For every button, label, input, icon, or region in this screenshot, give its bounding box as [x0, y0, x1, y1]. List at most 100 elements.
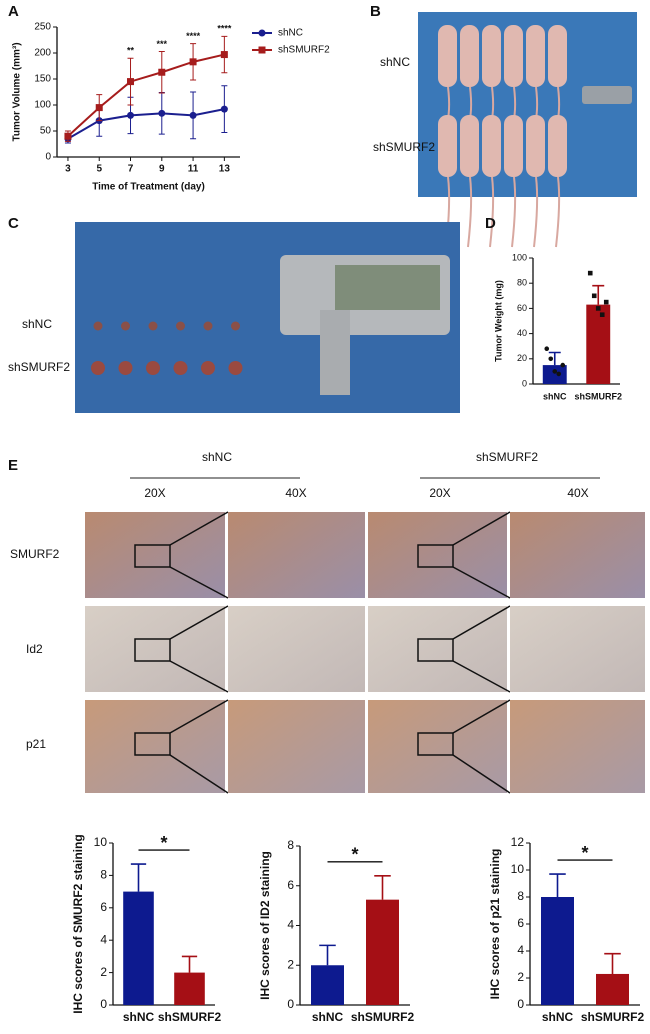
tail	[467, 176, 473, 248]
error-bar	[130, 863, 147, 892]
tumor	[118, 361, 133, 375]
zoom-box	[134, 638, 171, 662]
zoom-box	[417, 544, 454, 568]
significance: **	[127, 46, 135, 56]
ihc-images	[85, 511, 645, 794]
bar	[174, 972, 205, 1005]
point	[220, 105, 228, 113]
x-tick-label: 13	[219, 164, 231, 175]
y-tick-label: 250	[34, 22, 51, 33]
point	[64, 132, 72, 140]
zoom-line	[452, 660, 511, 693]
error-bar	[374, 875, 391, 900]
y-tick-label: 4	[287, 918, 294, 932]
y-tick-label: 10	[94, 835, 108, 849]
tumors	[91, 321, 243, 375]
panel-letter: A	[8, 3, 19, 20]
ihc-image	[510, 700, 645, 793]
y-tick-label: 200	[34, 48, 51, 59]
zoom-line	[169, 605, 229, 640]
group-label: shSMURF2	[476, 450, 538, 464]
panel-letter: C	[8, 215, 19, 232]
y-tick-label: 8	[287, 838, 294, 852]
data-point	[603, 299, 609, 305]
group-label: shSMURF2	[8, 360, 70, 374]
error-bar	[604, 952, 621, 974]
point	[95, 104, 103, 112]
zoom-line	[452, 566, 511, 599]
magnification: 40X	[567, 486, 588, 500]
point	[127, 78, 135, 86]
error-bar	[181, 955, 198, 973]
mouse	[438, 25, 457, 87]
tumor	[146, 361, 160, 375]
data-point	[599, 312, 605, 317]
legend-marker	[258, 46, 266, 54]
y-tick-label: 2	[517, 970, 524, 984]
error-bar	[319, 944, 336, 966]
panel-letter: B	[370, 3, 381, 20]
bar	[123, 891, 154, 1005]
mouse	[438, 115, 457, 177]
panel-letter: E	[8, 457, 18, 474]
mouse	[482, 115, 501, 177]
y-tick-label: 8	[100, 868, 107, 882]
ihc-image	[228, 512, 365, 598]
caliper	[582, 86, 632, 104]
x-tick-label: 7	[128, 164, 134, 175]
x-tick-label: shSMURF2	[574, 391, 622, 401]
y-tick-label: 0	[287, 997, 294, 1011]
mice	[438, 25, 567, 248]
y-tick-label: 6	[100, 900, 107, 914]
y-tick-label: 2	[100, 965, 107, 979]
data-point	[544, 346, 550, 352]
x-tick-label: 11	[188, 164, 199, 175]
y-axis-label: Tumor Volume (mm³)	[12, 42, 23, 141]
tumor	[93, 321, 103, 331]
series-line	[67, 53, 225, 137]
group-label: shNC	[380, 55, 410, 69]
data-point	[587, 270, 593, 276]
zoom-line	[169, 566, 229, 599]
row-label: Id2	[26, 642, 43, 656]
y-tick-label: 4	[517, 943, 524, 957]
y-tick-label: 4	[100, 932, 107, 946]
y-tick-label: 12	[511, 835, 525, 849]
tumor	[176, 321, 185, 331]
panel-letter: D	[485, 215, 496, 232]
magnification: 20X	[429, 486, 450, 500]
tumor	[231, 321, 240, 331]
x-tick-label: shNC	[543, 391, 567, 401]
zoom-line	[452, 699, 511, 734]
row-label: p21	[26, 737, 46, 751]
mouse	[548, 115, 567, 177]
y-tick-label: 6	[517, 916, 524, 930]
tail	[489, 176, 495, 248]
y-axis-label: IHC scores of SMURF2 staining	[71, 834, 85, 1013]
y-tick-label: 0	[100, 997, 107, 1011]
y-tick-label: 80	[517, 278, 527, 288]
tail	[533, 176, 539, 248]
magnification: 40X	[285, 486, 306, 500]
ihc-image	[228, 606, 365, 692]
significance: *	[160, 833, 167, 853]
data-point	[548, 356, 554, 362]
point	[127, 111, 135, 119]
y-tick-label: 0	[522, 378, 527, 388]
zoom-box	[417, 732, 454, 756]
caliper-jaw	[320, 310, 350, 395]
legend-label: shNC	[278, 28, 303, 39]
x-tick-label: 9	[159, 164, 165, 175]
mouse	[504, 115, 523, 177]
zoom-line	[169, 660, 229, 693]
zoom-line	[169, 511, 229, 546]
x-axis-label: Time of Treatment (day)	[92, 182, 205, 193]
x-tick-label: shNC	[542, 1010, 574, 1024]
y-tick-label: 60	[517, 303, 527, 313]
caliper-display	[335, 265, 440, 310]
y-tick-label: 0	[45, 152, 51, 163]
series-line	[67, 108, 225, 140]
y-tick-label: 2	[287, 957, 294, 971]
group-label: shSMURF2	[373, 140, 435, 154]
ihc-image	[510, 512, 645, 598]
